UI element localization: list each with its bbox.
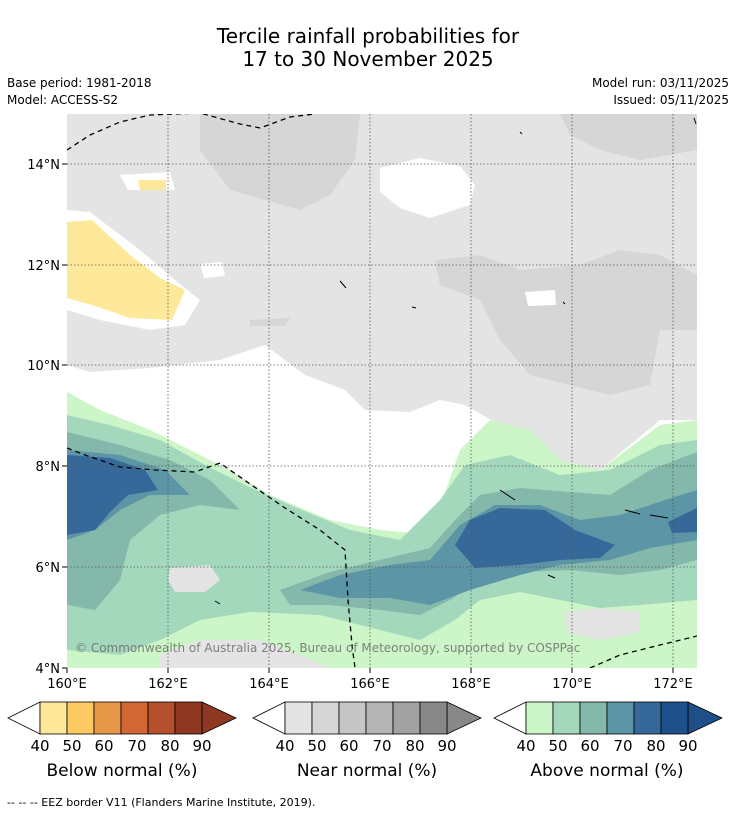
above-normal-50 (67, 415, 697, 655)
colorbar-swatch (66, 701, 95, 735)
colorbar-tick: 90 (192, 737, 211, 755)
colorbar-tick: 70 (372, 737, 391, 755)
colorbar-tick: 60 (94, 737, 113, 755)
colorbar-tick: 90 (437, 737, 456, 755)
white-island-3 (525, 290, 556, 306)
lat-label: 8°N (36, 460, 61, 475)
colorbar-tick: 80 (405, 737, 424, 755)
lon-label: 164°E (249, 677, 289, 692)
colorbar-arrow-low (7, 701, 41, 735)
near-normal-50-north (200, 114, 360, 210)
colorbar-swatch (338, 701, 367, 735)
map-fields (67, 114, 697, 668)
lat-label: 14°N (27, 158, 60, 173)
colorbar-swatch (174, 701, 203, 735)
map-title-line1: Tercile rainfall probabilities for (216, 24, 520, 48)
lon-label: 160°E (47, 677, 87, 692)
island-specks (214, 117, 697, 605)
colorbar-swatch (579, 701, 608, 735)
colorbar-swatch (419, 701, 448, 735)
lat-label: 6°N (36, 561, 61, 576)
colorbar-tick: 60 (580, 737, 599, 755)
colorbar-swatch (365, 701, 394, 735)
lat-label: 4°N (36, 662, 61, 677)
below-normal-40-small (138, 180, 166, 190)
meta-left: Base period: 1981-2018 Model: ACCESS-S2 (7, 75, 152, 109)
colorbar-below-normal: 40 50 60 70 80 90 (7, 701, 237, 755)
lon-label: 166°E (350, 677, 390, 692)
lon-label: 168°E (451, 677, 491, 692)
near-normal-caption: Near normal (%) (296, 761, 438, 781)
eez-border (67, 114, 697, 668)
colorbar-swatch (284, 701, 313, 735)
lat-labels: 14°N 12°N 10°N 8°N 6°N 4°N (27, 158, 60, 677)
colorbar-swatch (606, 701, 635, 735)
colorbar-tick: 40 (516, 737, 535, 755)
colorbar-arrow-low (493, 701, 527, 735)
colorbar-swatch (660, 701, 689, 735)
map-title-line2: 17 to 30 November 2025 (242, 47, 494, 71)
white-island-2 (200, 262, 225, 278)
colorbar-arrow-high (201, 701, 237, 735)
above-normal-80 (67, 455, 158, 535)
near-normal-patch-se (565, 608, 640, 640)
meta-right: Model run: 03/11/2025 Issued: 05/11/2025 (592, 75, 729, 109)
eez-footnote: -- -- -- EEZ border V11 (Flanders Marine… (7, 796, 316, 809)
issued-date: Issued: 05/11/2025 (613, 93, 729, 107)
model-run: Model run: 03/11/2025 (591, 76, 729, 90)
colorbar-swatch (392, 701, 421, 735)
grid-lines (67, 114, 697, 668)
colorbar-tick: 90 (678, 737, 697, 755)
near-normal-50-northeast (560, 114, 697, 160)
lon-label: 162°E (148, 677, 188, 692)
lon-ticks (66, 668, 674, 673)
lon-labels: 160°E 162°E 164°E 166°E 168°E 170°E 172°… (47, 677, 693, 692)
base-period: Base period: 1981-2018 (7, 76, 152, 90)
colorbar-tick: 40 (275, 737, 294, 755)
colorbar-swatch (633, 701, 662, 735)
near-normal-patch-s (160, 640, 330, 668)
colorbar-tick: 70 (127, 737, 146, 755)
colorbar-tick: 60 (339, 737, 358, 755)
above-normal-80-b (455, 508, 615, 568)
colorbar-arrow-low (252, 701, 286, 735)
colorbar-swatch (120, 701, 149, 735)
colorbar-arrow-high (446, 701, 482, 735)
above-normal-caption: Above normal (%) (530, 761, 684, 781)
lat-label: 10°N (27, 359, 60, 374)
colorbar-tick: 40 (30, 737, 49, 755)
colorbar-tick: 80 (646, 737, 665, 755)
lat-ticks (62, 163, 67, 669)
lat-label: 12°N (27, 259, 60, 274)
below-normal-caption: Below normal (%) (46, 761, 198, 781)
above-normal-80-c (668, 508, 697, 533)
copyright-notice: © Commonwealth of Australia 2025, Bureau… (75, 641, 581, 655)
colorbar-tick: 80 (160, 737, 179, 755)
model-name: Model: ACCESS-S2 (7, 93, 119, 107)
lon-label: 172°E (653, 677, 693, 692)
colorbar-near-normal: 40 50 60 70 80 90 (252, 701, 482, 755)
colorbar-tick: 50 (307, 737, 326, 755)
colorbar-swatch (525, 701, 554, 735)
colorbar-tick: 50 (62, 737, 81, 755)
near-normal-50-east (435, 250, 697, 395)
colorbar-swatch (311, 701, 340, 735)
colorbar-swatch (93, 701, 122, 735)
colorbar-swatch (39, 701, 68, 735)
below-normal-40-nw (67, 220, 185, 320)
near-normal-50-center (250, 318, 290, 326)
colorbar-swatch (552, 701, 581, 735)
colorbar-tick: 70 (613, 737, 632, 755)
colorbar-above-normal: 40 50 60 70 80 90 (493, 701, 723, 755)
lon-label: 170°E (552, 677, 592, 692)
near-normal-patch-sw (168, 565, 220, 592)
white-band-north (380, 158, 475, 218)
colorbar-tick: 50 (548, 737, 567, 755)
colorbar-swatch (147, 701, 176, 735)
colorbar-arrow-high (687, 701, 723, 735)
